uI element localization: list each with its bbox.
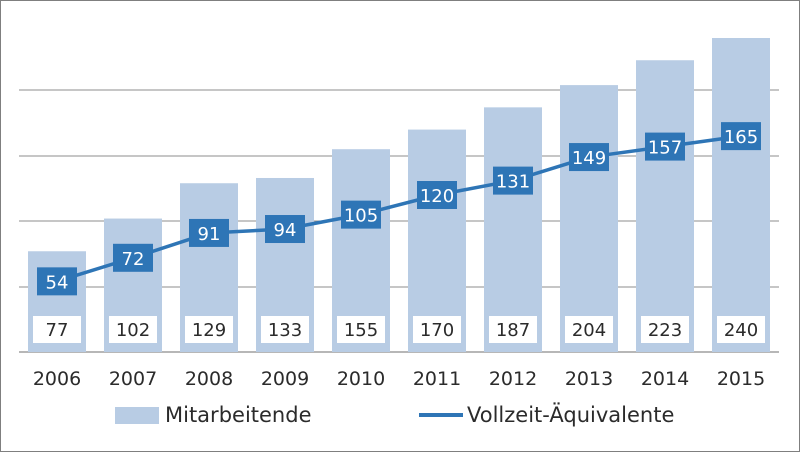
point-label-box (265, 215, 305, 244)
x-tick-label: 2011 (413, 368, 461, 390)
bar-label-box (489, 316, 537, 343)
point-value-label: 165 (724, 127, 758, 148)
point-value-label: 157 (648, 138, 682, 159)
x-tick-label: 2006 (33, 368, 81, 390)
x-tick-label: 2015 (717, 368, 765, 390)
series-line (56, 134, 742, 284)
point-value-label: 72 (122, 249, 145, 270)
bar (712, 38, 770, 352)
bar-value-label: 133 (268, 320, 302, 341)
x-tick-label: 2013 (565, 368, 613, 390)
bar-value-label: 240 (724, 320, 758, 341)
x-tick-label: 2012 (489, 368, 537, 390)
bar (408, 129, 466, 352)
bar-value-label: 223 (648, 320, 682, 341)
point-value-label: 105 (344, 206, 378, 227)
point-label-box (417, 181, 457, 209)
bar (484, 107, 542, 352)
point-label-box (645, 132, 685, 161)
bar (560, 85, 618, 352)
legend-item-line: Vollzeit-Äquivalente (419, 403, 674, 427)
bar-label-box (337, 316, 385, 343)
bar-value-label: 204 (572, 320, 606, 341)
point-label-box (341, 200, 381, 229)
point-label-box (721, 122, 761, 151)
bar-label-box (261, 316, 309, 343)
legend-item-bars: Mitarbeitende (115, 403, 312, 427)
legend-line-label: Vollzeit-Äquivalente (467, 403, 675, 427)
x-tick-label: 2014 (641, 368, 689, 390)
point-value-label: 91 (198, 224, 221, 245)
point-value-label: 94 (274, 220, 297, 241)
bar-label-box (185, 316, 233, 343)
bar-value-label: 102 (116, 320, 150, 341)
legend-bar-swatch (115, 406, 159, 424)
x-tick-label: 2007 (109, 368, 157, 390)
bar-value-label: 129 (192, 320, 226, 341)
legend-bar-label: Mitarbeitende (165, 403, 312, 427)
point-value-label: 120 (420, 186, 454, 207)
x-tick-label: 2008 (185, 368, 233, 390)
bar-label-box (413, 316, 461, 343)
bar-label-box (565, 316, 613, 343)
point-label-box (189, 218, 229, 247)
bar-value-label: 170 (420, 320, 454, 341)
bar-label-box (109, 316, 157, 343)
point-value-label: 131 (496, 172, 530, 193)
point-value-label: 54 (46, 272, 69, 293)
point-label-box (569, 143, 609, 172)
bar-label-box (33, 316, 81, 343)
point-label-box (113, 243, 153, 272)
x-tick-label: 2009 (261, 368, 309, 390)
point-label-box (493, 166, 533, 195)
bar-value-label: 77 (46, 320, 69, 341)
legend-line-swatch (419, 413, 463, 417)
bar (636, 60, 694, 352)
bar-value-label: 187 (496, 320, 530, 341)
bar-label-box (717, 316, 765, 343)
point-value-label: 149 (572, 148, 606, 169)
point-label-box (37, 267, 77, 296)
bar-label-box (641, 316, 689, 343)
bar-value-label: 155 (344, 320, 378, 341)
x-tick-label: 2010 (337, 368, 385, 390)
